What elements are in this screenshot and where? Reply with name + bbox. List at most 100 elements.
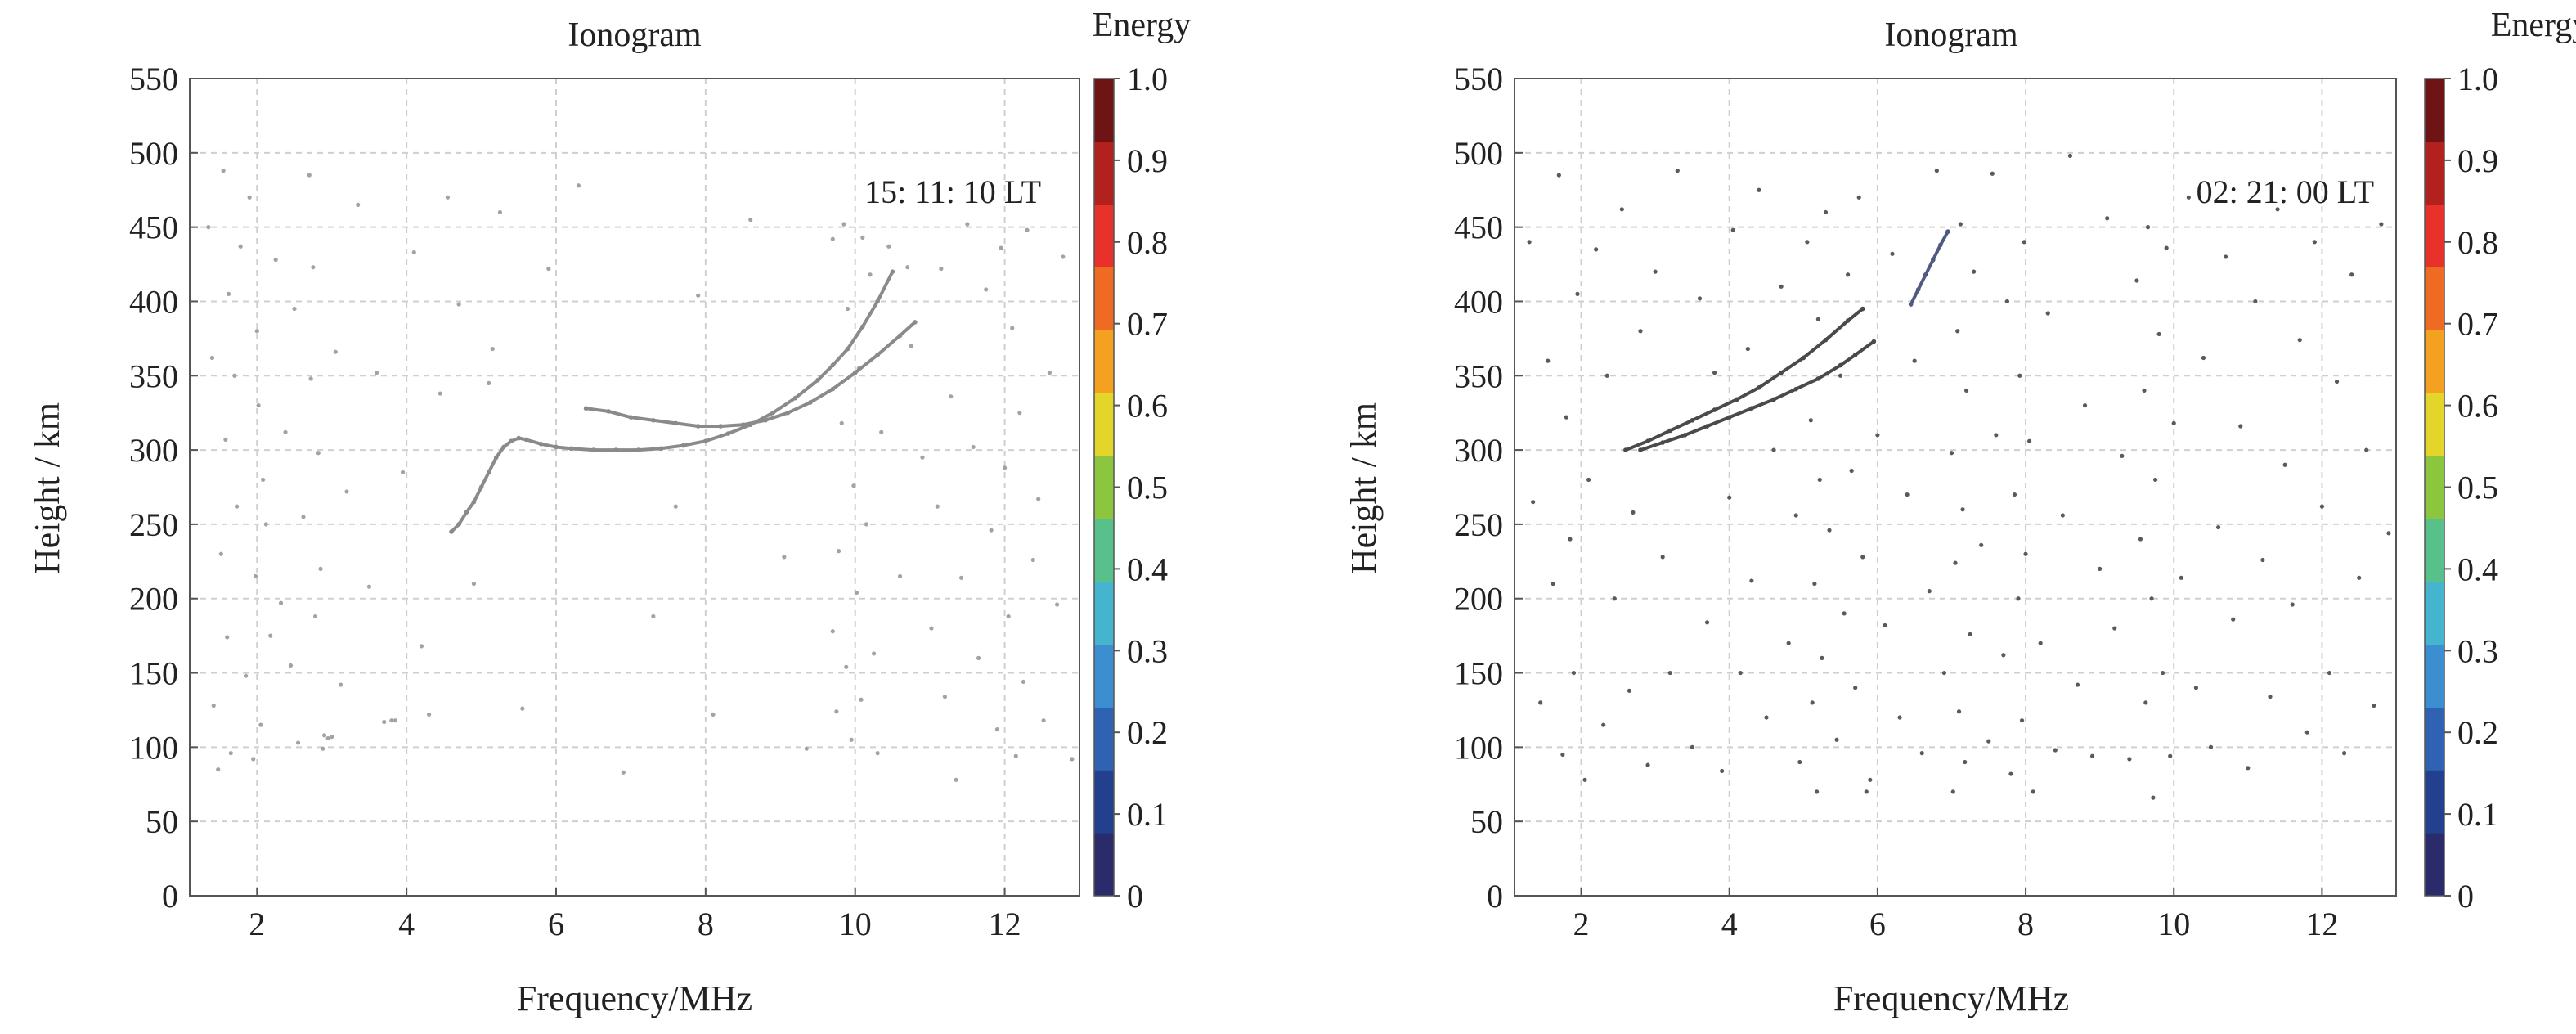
noise-point: [1958, 222, 1963, 227]
noise-point: [2152, 477, 2158, 483]
noise-point: [673, 504, 678, 509]
trace-segment: [1853, 339, 1876, 357]
noise-point: [844, 664, 849, 669]
noise-point: [2349, 272, 2354, 277]
y-tick-label: 50: [146, 803, 178, 840]
noise-point: [782, 555, 787, 560]
noise-point: [235, 504, 240, 509]
trace-point: [509, 438, 514, 443]
noise-point: [1972, 269, 1977, 274]
trace-point: [658, 446, 663, 452]
noise-point: [2089, 753, 2095, 758]
trace-point: [680, 443, 686, 448]
colorbar-tick-label: 0: [1127, 878, 1143, 915]
trace-point: [554, 444, 559, 450]
colorbar-segment: [1094, 581, 1114, 645]
trace-segment: [1772, 387, 1798, 402]
noise-point: [2082, 403, 2088, 408]
trace-segment: [1816, 363, 1842, 380]
noise-point: [2179, 575, 2183, 580]
trace-point: [1638, 447, 1643, 452]
noise-point: [1949, 451, 1954, 456]
trace-point: [1645, 438, 1650, 443]
noise-point: [2372, 703, 2376, 708]
trace-point: [1815, 376, 1821, 381]
noise-point: [886, 244, 891, 249]
trace-segment: [1639, 441, 1665, 452]
noise-point: [283, 429, 288, 434]
trace-point: [613, 447, 618, 452]
noise-point: [216, 767, 221, 772]
noise-point: [2341, 751, 2347, 756]
noise-point: [223, 437, 228, 442]
trace-point: [852, 370, 858, 375]
noise-point: [2004, 299, 2010, 304]
noise-point: [1538, 700, 1543, 705]
x-tick-label: 4: [1721, 906, 1738, 942]
noise-point: [1738, 670, 1743, 676]
trace-segment: [786, 400, 812, 415]
trace-point: [695, 424, 701, 429]
noise-point: [2304, 730, 2309, 735]
noise-point: [2023, 551, 2028, 556]
colorbar-segment: [1094, 79, 1114, 142]
y-tick-label: 550: [129, 61, 178, 97]
trace-point: [523, 437, 529, 443]
trace-segment: [1757, 371, 1784, 389]
noise-point: [1764, 715, 1769, 720]
x-axis-title: Frequency/MHz: [517, 978, 752, 1018]
ionogram-panel-left: 0 50 100 150 200 250 300 350 400 450 500 550 2 4 6 8 10 1…: [27, 7, 1191, 1018]
y-axis-title: Height / km: [1344, 402, 1384, 574]
trace-segment: [1749, 398, 1776, 411]
noise-point: [344, 489, 349, 494]
noise-point: [999, 245, 1003, 250]
noise-point: [576, 183, 581, 188]
noise-point: [238, 244, 243, 249]
noise-point: [1720, 768, 1725, 774]
trace-point: [1801, 355, 1806, 361]
trace-segment: [1623, 439, 1650, 452]
colorbar-segment: [2425, 204, 2444, 268]
trace-point: [1623, 447, 1628, 452]
trace-segment: [898, 320, 917, 338]
y-tick-label: 250: [1454, 506, 1503, 543]
noise-point: [2098, 566, 2103, 572]
noise-point: [456, 302, 461, 307]
trace-segment: [1646, 429, 1672, 443]
chart-title: Ionogram: [568, 16, 702, 54]
noise-point: [859, 697, 864, 702]
colorbar-segment: [1094, 644, 1114, 708]
noise-point: [232, 373, 237, 378]
noise-point: [837, 549, 841, 554]
noise-point: [696, 293, 701, 298]
noise-point: [2134, 278, 2139, 283]
noise-point: [1006, 614, 1011, 619]
noise-point: [308, 376, 313, 381]
noise-point: [1875, 433, 1880, 438]
noise-point: [2246, 766, 2251, 771]
noise-point: [2164, 245, 2169, 250]
trace-point: [628, 415, 634, 420]
noise-point: [2016, 596, 2021, 601]
trace-segment: [846, 325, 864, 351]
noise-point: [1846, 272, 1851, 277]
colorbar-segment: [2425, 267, 2444, 330]
noise-point: [621, 770, 626, 775]
noise-point: [1994, 433, 1999, 438]
x-tick-label: 10: [2157, 906, 2190, 942]
noise-point: [209, 355, 215, 361]
noise-point: [313, 614, 318, 619]
trace-point: [815, 377, 820, 383]
noise-point: [1675, 169, 1680, 173]
noise-point: [1812, 581, 1817, 587]
trace-segment: [1909, 287, 1920, 307]
noise-point: [2053, 748, 2058, 753]
y-tick-label: 400: [1454, 283, 1503, 320]
noise-point: [2193, 686, 2199, 690]
trace-point: [1793, 386, 1799, 392]
trace-segment: [1705, 416, 1731, 429]
trace-segment: [703, 432, 730, 443]
trace-segment: [1938, 230, 1950, 247]
trace-point: [890, 269, 895, 274]
